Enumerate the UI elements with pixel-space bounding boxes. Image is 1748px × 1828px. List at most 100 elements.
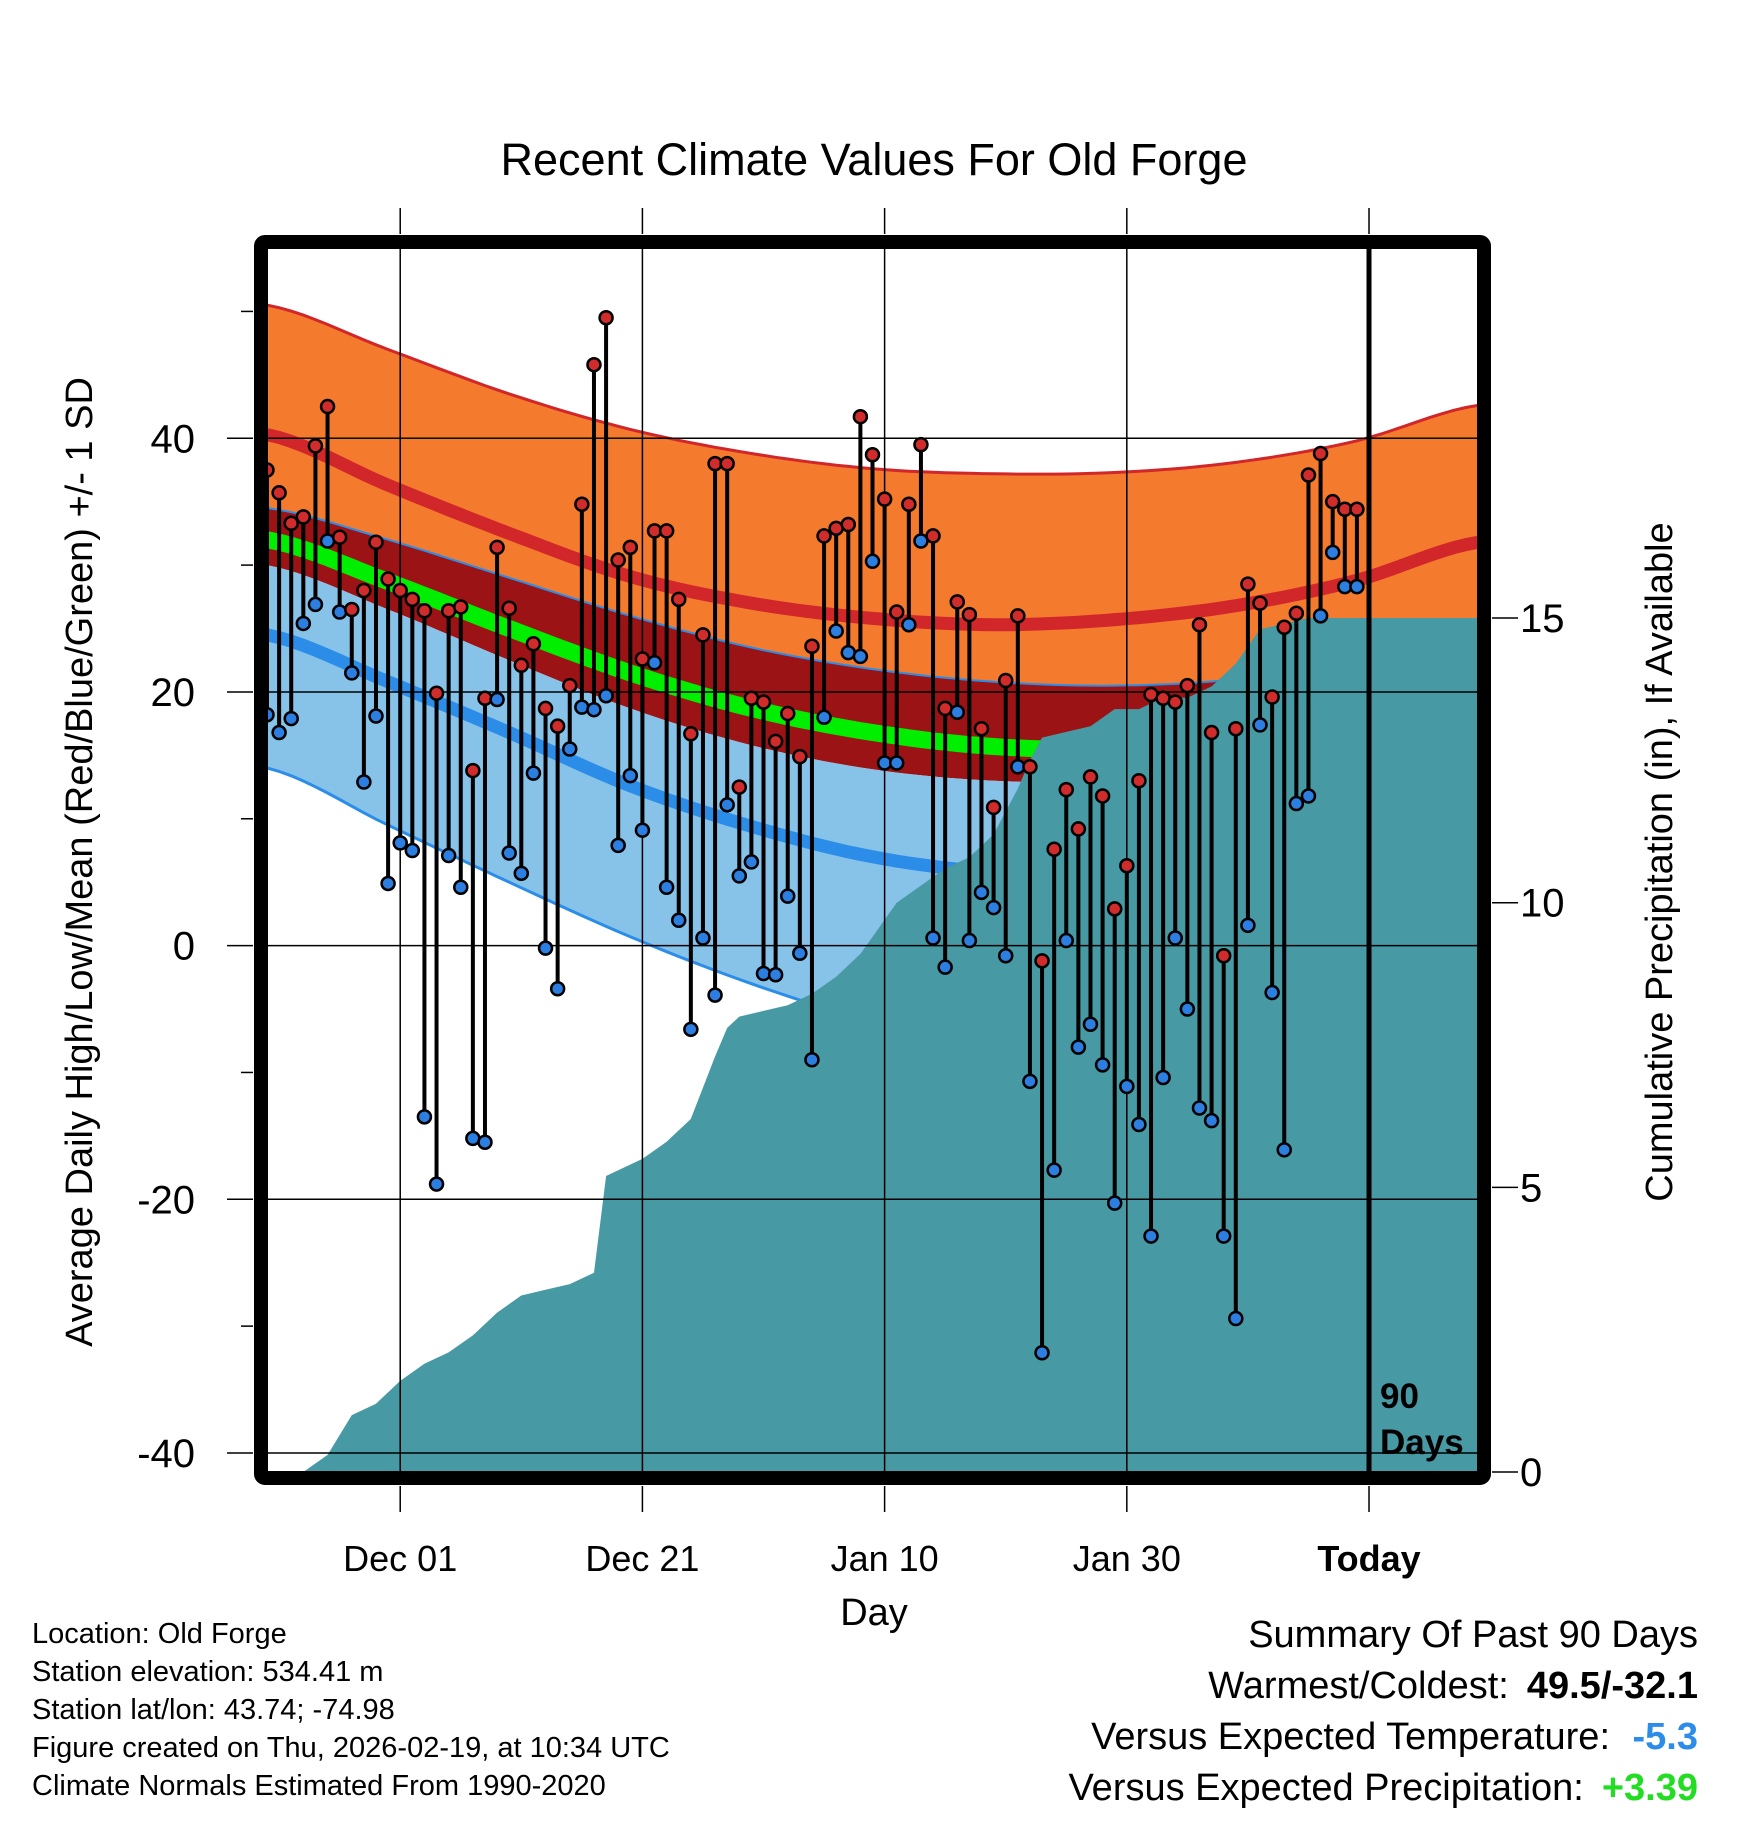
daily-high-point bbox=[804, 638, 820, 655]
daily-low-point bbox=[489, 691, 505, 708]
temp-row: Versus Expected Temperature: -5.3 bbox=[1068, 1712, 1698, 1763]
daily-high-point bbox=[852, 408, 869, 425]
daily-high-point bbox=[271, 485, 287, 501]
daily-high-point bbox=[1058, 781, 1075, 798]
precip-label: Versus Expected Precipitation: bbox=[1068, 1767, 1584, 1809]
daily-high-point bbox=[465, 762, 481, 779]
daily-low-point bbox=[598, 687, 614, 704]
daily-low-point bbox=[1058, 932, 1075, 949]
daily-high-point bbox=[1264, 689, 1280, 705]
daily-low-point bbox=[549, 980, 566, 997]
daily-low-point bbox=[973, 884, 990, 901]
elevation-text: Station elevation: 534.41 m bbox=[32, 1656, 384, 1688]
daily-low-point bbox=[271, 724, 287, 741]
daily-high-point bbox=[1131, 772, 1147, 789]
daily-low-point bbox=[307, 596, 324, 613]
daily-low-point bbox=[1131, 1116, 1147, 1133]
daily-high-point bbox=[344, 601, 360, 618]
daily-high-point bbox=[1082, 769, 1099, 785]
daily-high-point bbox=[816, 528, 832, 544]
daily-high-point bbox=[913, 436, 929, 453]
daily-low-point bbox=[1203, 1112, 1220, 1129]
daily-low-point bbox=[804, 1052, 820, 1068]
x-axis-label: Day bbox=[840, 1592, 908, 1634]
daily-low-point bbox=[888, 755, 905, 771]
daily-low-point bbox=[356, 774, 372, 790]
daily-low-point bbox=[1155, 1069, 1171, 1086]
daily-low-point bbox=[501, 845, 517, 861]
daily-low-point bbox=[1264, 984, 1280, 1001]
summary-title-row: Summary Of Past 90 Days bbox=[1068, 1610, 1698, 1661]
daily-low-point bbox=[646, 655, 663, 671]
daily-high-point bbox=[416, 603, 433, 619]
daily-low-point bbox=[864, 553, 881, 570]
daily-low-point bbox=[1034, 1345, 1050, 1361]
today-marker-label-line2: Days bbox=[1380, 1423, 1464, 1462]
normals-text: Climate Normals Estimated From 1990-2020 bbox=[32, 1770, 606, 1802]
daily-high-point bbox=[574, 496, 590, 512]
daily-high-point bbox=[622, 539, 639, 556]
daily-low-point bbox=[707, 987, 723, 1003]
daily-low-point bbox=[453, 879, 469, 896]
warm-cold-label: Warmest/Coldest: bbox=[1208, 1665, 1509, 1707]
daily-high-point bbox=[1252, 595, 1268, 611]
daily-high-point bbox=[586, 356, 602, 373]
daily-high-point bbox=[1240, 576, 1256, 592]
daily-high-point bbox=[755, 694, 772, 710]
daily-low-point bbox=[670, 912, 687, 928]
daily-low-point bbox=[719, 797, 735, 813]
daily-low-point bbox=[1228, 1310, 1244, 1327]
daily-low-point bbox=[1094, 1057, 1111, 1073]
daily-high-point bbox=[1300, 467, 1317, 483]
daily-low-point bbox=[1288, 795, 1305, 812]
daily-low-point bbox=[695, 930, 711, 946]
daily-low-point bbox=[828, 623, 844, 639]
daily-low-point bbox=[440, 847, 457, 864]
daily-high-point bbox=[731, 779, 748, 795]
daily-high-point bbox=[719, 455, 735, 472]
summary-block: Summary Of Past 90 Days Warmest/Coldest:… bbox=[1068, 1610, 1698, 1814]
daily-low-point bbox=[1300, 788, 1317, 804]
daily-low-point bbox=[428, 1176, 445, 1192]
daily-high-point bbox=[1046, 841, 1062, 857]
daily-high-point bbox=[1349, 501, 1365, 518]
daily-low-point bbox=[961, 932, 978, 949]
daily-high-point bbox=[658, 523, 675, 539]
daily-low-point bbox=[586, 701, 602, 718]
daily-high-point bbox=[925, 528, 941, 544]
daily-low-point bbox=[731, 868, 748, 884]
daily-high-point bbox=[501, 600, 517, 616]
temp-value: -5.3 bbox=[1632, 1716, 1698, 1758]
daily-high-point bbox=[840, 516, 857, 533]
daily-high-point bbox=[368, 534, 384, 551]
daily-high-point bbox=[1312, 445, 1329, 462]
daily-high-point bbox=[1106, 901, 1123, 917]
daily-low-point bbox=[267, 707, 275, 723]
daily-low-point bbox=[1191, 1100, 1208, 1116]
warm-cold-row: Warmest/Coldest: 49.5/-32.1 bbox=[1068, 1661, 1698, 1712]
daily-high-point bbox=[380, 571, 396, 587]
daily-high-point bbox=[1276, 619, 1292, 635]
daily-high-point bbox=[1228, 720, 1244, 737]
daily-high-point bbox=[1179, 677, 1196, 694]
daily-low-point bbox=[767, 967, 784, 983]
daily-low-point bbox=[1276, 1142, 1292, 1158]
daily-high-point bbox=[392, 582, 408, 599]
plot-frame bbox=[254, 235, 1491, 1485]
daily-high-point bbox=[598, 310, 614, 326]
precip-row: Versus Expected Precipitation: +3.39 bbox=[1068, 1763, 1698, 1814]
daily-low-point bbox=[937, 959, 953, 975]
daily-high-point bbox=[1288, 605, 1305, 622]
daily-high-point bbox=[779, 705, 796, 722]
daily-low-point bbox=[562, 741, 578, 757]
daily-low-point bbox=[404, 842, 421, 859]
latlon-text: Station lat/lon: 43.74; -74.98 bbox=[32, 1694, 395, 1726]
daily-low-point bbox=[1349, 578, 1365, 595]
daily-high-point bbox=[537, 700, 554, 717]
daily-high-point bbox=[876, 491, 893, 507]
daily-high-point bbox=[973, 720, 990, 737]
daily-high-point bbox=[428, 685, 445, 701]
daily-high-point bbox=[453, 599, 469, 615]
daily-low-point bbox=[416, 1109, 433, 1125]
